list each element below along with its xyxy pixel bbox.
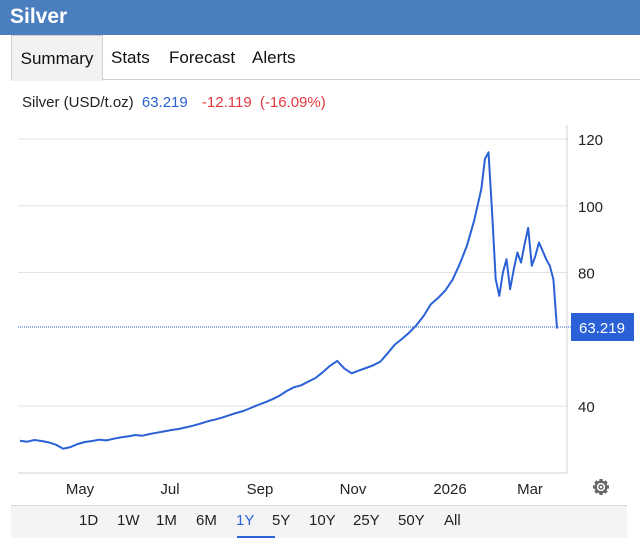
x-tick-label: Jul — [160, 481, 179, 498]
range-1m[interactable]: 1M — [156, 512, 177, 529]
range-1d[interactable]: 1D — [79, 512, 99, 529]
last-value-label: 63.219 — [579, 320, 625, 337]
price-chart[interactable]: 40 80 100 120 May Jul Sep Nov 2026 Mar 63.219 — [0, 115, 640, 505]
x-tick-label: Sep — [247, 481, 274, 498]
quote-change: -12.119 — [201, 94, 252, 111]
range-6m[interactable]: 6M — [196, 512, 217, 529]
range-5y[interactable]: 5Y — [272, 512, 291, 529]
tab-stats[interactable]: Stats — [111, 48, 150, 67]
range-selector: 1D 1W 1M 6M 1Y 5Y 10Y 25Y 50Y All — [11, 505, 627, 538]
app-header: Silver — [0, 0, 640, 35]
y-tick-label: 100 — [578, 199, 603, 216]
x-tick-label: Nov — [340, 481, 367, 498]
y-tick-label: 80 — [578, 266, 595, 283]
range-1w[interactable]: 1W — [117, 512, 140, 529]
last-value-badge — [571, 313, 634, 341]
range-10y[interactable]: 10Y — [309, 512, 336, 529]
x-tick-label: 2026 — [433, 481, 466, 498]
quote-line: Silver (USD/t.oz) 63.219 -12.119 (-16.09… — [22, 94, 326, 111]
active-range-underline — [237, 536, 275, 538]
tab-alerts[interactable]: Alerts — [252, 48, 296, 67]
range-all[interactable]: All — [444, 512, 461, 529]
tab-bar: Summary Stats Forecast Alerts — [11, 35, 640, 81]
gear-icon[interactable] — [593, 479, 609, 495]
x-tick-label: Mar — [517, 481, 543, 498]
tab-summary[interactable]: Summary — [11, 35, 103, 81]
range-1y[interactable]: 1Y — [236, 512, 255, 529]
quote-price: 63.219 — [141, 94, 188, 111]
y-tick-label: 120 — [578, 132, 603, 149]
price-series-line — [19, 151, 558, 450]
quote-change-percent: (-16.09%) — [259, 94, 326, 111]
tab-forecast[interactable]: Forecast — [169, 48, 236, 67]
quote-symbol: Silver (USD/t.oz) — [22, 94, 134, 111]
x-tick-label: May — [66, 481, 95, 498]
range-50y[interactable]: 50Y — [398, 512, 425, 529]
range-25y[interactable]: 25Y — [353, 512, 380, 529]
page-title: Silver — [10, 5, 68, 28]
y-tick-label: 40 — [578, 399, 595, 416]
